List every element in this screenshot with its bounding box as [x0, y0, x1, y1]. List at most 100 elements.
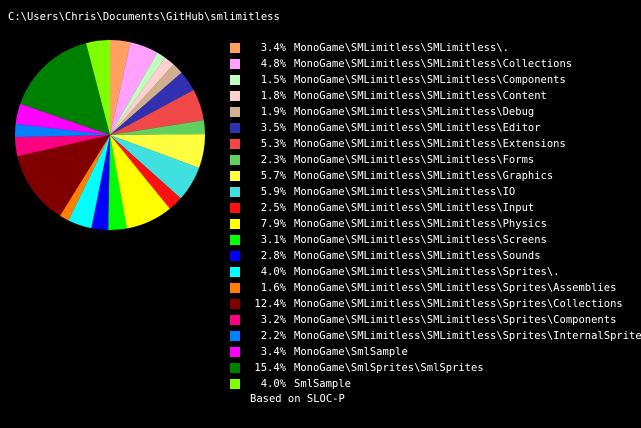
legend-item: 2.3% MonoGame\SMLimitless\SMLimitless\For…: [230, 152, 641, 168]
pie-slice: [110, 135, 181, 209]
pie-slice: [110, 135, 170, 229]
legend-swatch: [230, 331, 240, 341]
legend-swatch: [230, 75, 240, 85]
pie-slice: [15, 103, 110, 135]
legend-label: MonoGame\SMLimitless\SMLimitless\Sprites…: [294, 266, 560, 278]
pie-slice: [108, 135, 127, 230]
legend-label: MonoGame\SMLimitless\SMLimitless\Collect…: [294, 58, 573, 70]
legend-item: 2.8% MonoGame\SMLimitless\SMLimitless\Sou…: [230, 248, 641, 264]
legend-percent: 3.4%: [260, 42, 286, 54]
legend-label: MonoGame\SMLimitless\SMLimitless\Graphic…: [294, 170, 554, 182]
legend-percent: 1.8%: [260, 90, 286, 102]
legend-swatch: [230, 315, 240, 325]
legend-percent: 3.1%: [260, 234, 286, 246]
pie-slice: [110, 57, 174, 135]
legend-percent: 1.5%: [260, 74, 286, 86]
legend-percent: 4.0%: [260, 378, 286, 390]
legend-swatch: [230, 91, 240, 101]
legend-item: 3.4% MonoGame\SmlSample: [230, 344, 641, 360]
legend: 3.4% MonoGame\SMLimitless\SMLimitless\. 4.…: [230, 40, 641, 392]
legend-swatch: [230, 363, 240, 373]
legend-percent: 3.5%: [260, 122, 286, 134]
legend-percent: 5.3%: [260, 138, 286, 150]
legend-label: MonoGame\SMLimitless\SMLimitless\Physics: [294, 218, 547, 230]
legend-item: 3.4% MonoGame\SMLimitless\SMLimitless\.: [230, 40, 641, 56]
pie-slice: [110, 42, 158, 135]
legend-label: MonoGame\SMLimitless\SMLimitless\.: [294, 42, 509, 54]
legend-swatch: [230, 283, 240, 293]
pie-slice: [17, 135, 111, 216]
legend-label: MonoGame\SMLimitless\SMLimitless\Screens: [294, 234, 547, 246]
chart-title: C:\Users\Chris\Documents\GitHub\smlimitl…: [8, 11, 280, 23]
legend-percent: 12.4%: [254, 298, 286, 310]
legend-label: MonoGame\SMLimitless\SMLimitless\Compone…: [294, 74, 566, 86]
legend-swatch: [230, 347, 240, 357]
legend-label: MonoGame\SMLimitless\SMLimitless\Content: [294, 90, 547, 102]
legend-swatch: [230, 251, 240, 261]
legend-item: 5.3% MonoGame\SMLimitless\SMLimitless\Ext…: [230, 136, 641, 152]
legend-percent: 2.2%: [260, 330, 286, 342]
pie-slice: [91, 135, 110, 230]
pie-slice: [86, 40, 110, 135]
legend-percent: 5.9%: [260, 186, 286, 198]
pie-slice: [110, 64, 182, 135]
legend-percent: 4.0%: [260, 266, 286, 278]
legend-item: 1.6% MonoGame\SMLimitless\SMLimitless\Spr…: [230, 280, 641, 296]
legend-percent: 2.5%: [260, 202, 286, 214]
legend-item: 5.7% MonoGame\SMLimitless\SMLimitless\Gra…: [230, 168, 641, 184]
legend-percent: 1.6%: [260, 282, 286, 294]
legend-swatch: [230, 171, 240, 181]
legend-item: 1.9% MonoGame\SMLimitless\SMLimitless\Deb…: [230, 104, 641, 120]
legend-swatch: [230, 139, 240, 149]
pie-slice: [110, 134, 206, 168]
legend-label: MonoGame\SMLimitless\SMLimitless\Sprites…: [294, 298, 623, 310]
pie-slice: [110, 40, 131, 135]
pie-slice: [15, 135, 110, 157]
legend-label: MonoGame\SMLimitless\SMLimitless\Sprites…: [294, 282, 617, 294]
legend-percent: 1.9%: [260, 106, 286, 118]
legend-item: 3.1% MonoGame\SMLimitless\SMLimitless\Scr…: [230, 232, 641, 248]
legend-swatch: [230, 123, 240, 133]
legend-swatch: [230, 299, 240, 309]
legend-percent: 5.7%: [260, 170, 286, 182]
legend-label: MonoGame\SMLimitless\SMLimitless\Debug: [294, 106, 535, 118]
legend-label: MonoGame\SmlSprites\SmlSprites: [294, 362, 484, 374]
legend-swatch: [230, 235, 240, 245]
legend-item: 15.4% MonoGame\SmlSprites\SmlSprites: [230, 360, 641, 376]
pie-slice: [14, 123, 110, 138]
legend-swatch: [230, 267, 240, 277]
source-note: Based on SLOC-P: [250, 393, 345, 405]
legend-percent: 3.2%: [260, 314, 286, 326]
legend-swatch: [230, 219, 240, 229]
legend-swatch: [230, 59, 240, 69]
pie-slice: [110, 72, 194, 135]
legend-item: 1.8% MonoGame\SMLimitless\SMLimitless\Con…: [230, 88, 641, 104]
legend-percent: 7.9%: [260, 218, 286, 230]
pie-slice: [110, 120, 205, 135]
legend-item: 4.8% MonoGame\SMLimitless\SMLimitless\Col…: [230, 56, 641, 72]
legend-label: MonoGame\SMLimitless\SMLimitless\Sprites…: [294, 314, 617, 326]
legend-swatch: [230, 107, 240, 117]
legend-swatch: [230, 187, 240, 197]
legend-swatch: [230, 155, 240, 165]
legend-percent: 15.4%: [254, 362, 286, 374]
legend-label: SmlSample: [294, 378, 351, 390]
legend-item: 3.2% MonoGame\SMLimitless\SMLimitless\Spr…: [230, 312, 641, 328]
legend-item: 12.4% MonoGame\SMLimitless\SMLimitless\Sp…: [230, 296, 641, 312]
legend-swatch: [230, 379, 240, 389]
legend-label: MonoGame\SMLimitless\SMLimitless\Sprites…: [294, 330, 641, 342]
legend-label: MonoGame\SMLimitless\SMLimitless\Forms: [294, 154, 535, 166]
legend-item: 1.5% MonoGame\SMLimitless\SMLimitless\Com…: [230, 72, 641, 88]
legend-label: MonoGame\SMLimitless\SMLimitless\IO: [294, 186, 516, 198]
legend-item: 2.5% MonoGame\SMLimitless\SMLimitless\Inp…: [230, 200, 641, 216]
pie-slice: [20, 43, 110, 135]
legend-item: 7.9% MonoGame\SMLimitless\SMLimitless\Phy…: [230, 216, 641, 232]
legend-item: 3.5% MonoGame\SMLimitless\SMLimitless\Edi…: [230, 120, 641, 136]
legend-percent: 2.3%: [260, 154, 286, 166]
legend-label: MonoGame\SMLimitless\SMLimitless\Sounds: [294, 250, 541, 262]
pie-slice: [110, 52, 166, 135]
legend-label: MonoGame\SMLimitless\SMLimitless\Editor: [294, 122, 541, 134]
legend-item: 5.9% MonoGame\SMLimitless\SMLimitless\IO: [230, 184, 641, 200]
legend-item: 4.0% SmlSample: [230, 376, 641, 392]
pie-slice: [110, 89, 204, 135]
